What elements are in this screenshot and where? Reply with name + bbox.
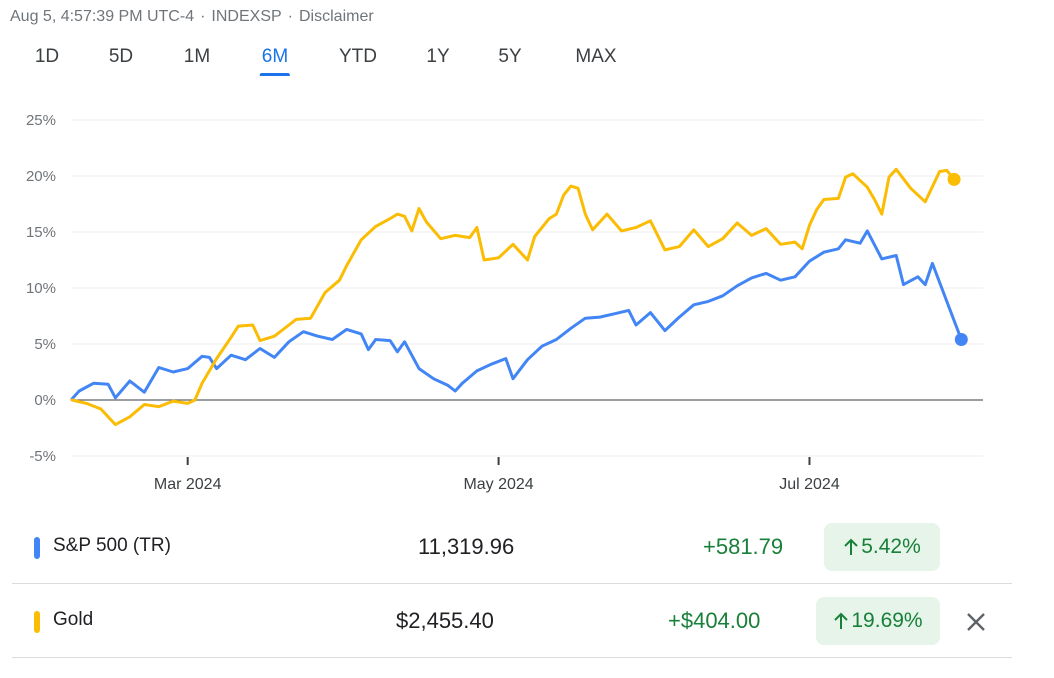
y-tick-label: 25% [26, 112, 56, 129]
range-tab-1y[interactable]: 1Y [426, 46, 450, 67]
row-change: +581.79 [703, 534, 784, 559]
series-endpoint-gold [947, 172, 961, 186]
series-endpoint-sp500 [954, 333, 968, 347]
arrow-up-icon [844, 538, 858, 555]
comparison-row-gold[interactable]: Gold $2,455.40 +$404.00 19.69% [12, 585, 1012, 658]
y-tick-label: 0% [34, 392, 56, 409]
series-lines [70, 167, 968, 427]
y-tick-label: 15% [26, 224, 56, 241]
y-tick-label: 10% [26, 280, 56, 297]
grid-lines [72, 119, 983, 457]
range-tab-ytd[interactable]: YTD [339, 46, 377, 67]
row-price: $2,455.40 [396, 608, 494, 633]
disclaimer-link[interactable]: Disclaimer [299, 8, 374, 25]
series-line-gold [70, 167, 956, 427]
timestamp: Aug 5, 4:57:39 PM UTC-4 [10, 8, 195, 25]
row-change: +$404.00 [668, 608, 761, 633]
y-tick-label: -5% [29, 448, 56, 465]
percent-change-badge: 19.69% [816, 597, 940, 645]
comparison-row-sp500[interactable]: S&P 500 (TR) 11,319.96 +581.79 5.42% [12, 511, 1012, 584]
range-tab-5d[interactable]: 5D [108, 46, 134, 67]
source-label: INDEXSP [211, 8, 282, 25]
x-tick-label: May 2024 [463, 476, 533, 493]
x-tick-label: Mar 2024 [154, 476, 222, 493]
close-icon[interactable] [964, 610, 988, 634]
range-tab-1d[interactable]: 1D [34, 46, 60, 67]
range-tab-6m[interactable]: 6M [259, 46, 291, 76]
range-tab-1m[interactable]: 1M [183, 46, 211, 67]
comparison-chart[interactable]: 25% 20% 15% 10% 5% 0% -5% Mar 2024 May 2024 Jul … [0, 100, 1054, 500]
separator-dot: · [200, 8, 206, 25]
percent-change-value: 19.69% [851, 609, 923, 632]
separator-dot: · [287, 8, 293, 25]
arrow-up-icon [834, 612, 849, 629]
row-price: 11,319.96 [418, 534, 515, 559]
percent-change-value: 5.42% [861, 535, 921, 558]
range-tab-5y[interactable]: 5Y [498, 46, 522, 67]
series-color-swatch [34, 537, 40, 559]
row-name: S&P 500 (TR) [53, 535, 171, 556]
range-tab-max[interactable]: MAX [575, 46, 617, 67]
series-line-sp500 [70, 229, 963, 401]
range-selector: 1D 5D 1M 6M YTD 1Y 5Y MAX [0, 46, 700, 76]
y-tick-label: 20% [26, 168, 56, 185]
chart-header: Aug 5, 4:57:39 PM UTC-4 · INDEXSP · Disclaim… [10, 8, 374, 26]
y-tick-label: 5% [34, 336, 56, 353]
x-tick-label: Jul 2024 [779, 476, 840, 493]
percent-change-badge: 5.42% [824, 523, 940, 571]
series-color-swatch [34, 611, 40, 633]
x-axis-ticks: Mar 2024 May 2024 Jul 2024 [154, 457, 840, 493]
row-name: Gold [53, 609, 94, 630]
y-axis-ticks: 25% 20% 15% 10% 5% 0% -5% [26, 112, 56, 465]
